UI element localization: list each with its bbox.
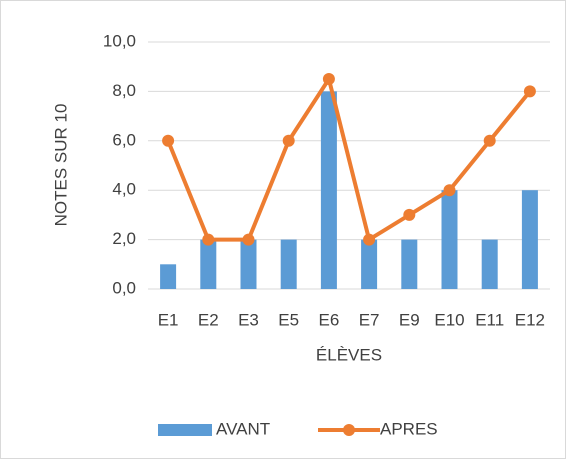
x-tick-label: E6 — [319, 310, 340, 329]
y-tick-label: 4,0 — [112, 180, 136, 199]
x-tick-label: E3 — [238, 310, 259, 329]
bar — [200, 239, 217, 289]
x-tick-label: E11 — [475, 310, 504, 329]
line-marker — [162, 134, 175, 147]
line-marker — [483, 134, 496, 147]
bar — [160, 264, 177, 289]
line-marker — [202, 233, 215, 246]
bar — [441, 190, 458, 289]
line-marker — [403, 208, 416, 221]
x-tick-label: E5 — [278, 310, 299, 329]
legend-label: APRES — [380, 419, 438, 438]
bar — [320, 91, 337, 290]
bar — [481, 239, 498, 289]
x-tick-label: E1 — [158, 310, 179, 329]
y-tick-label: 8,0 — [112, 81, 136, 100]
bar — [240, 239, 257, 289]
line-marker — [523, 85, 536, 98]
bar — [280, 239, 297, 289]
y-axis-title: NOTES SUR 10 — [51, 104, 70, 227]
x-tick-label: E12 — [515, 310, 545, 329]
bar — [361, 239, 378, 289]
y-tick-label: 2,0 — [112, 229, 136, 248]
x-tick-label: E10 — [434, 310, 464, 329]
x-tick-label: E7 — [359, 310, 380, 329]
x-axis-title: ÉLÈVES — [316, 345, 382, 364]
bar — [401, 239, 418, 289]
x-tick-label: E2 — [198, 310, 219, 329]
y-tick-label: 10,0 — [103, 31, 136, 50]
bar — [521, 190, 538, 289]
line-marker — [282, 134, 295, 147]
line-marker — [443, 184, 456, 197]
y-tick-label: 6,0 — [112, 130, 136, 149]
y-tick-label: 0,0 — [112, 278, 136, 297]
line — [166, 77, 532, 242]
legend-marker — [343, 424, 355, 436]
line-marker — [242, 233, 255, 246]
line-marker — [322, 73, 335, 86]
line-marker — [363, 233, 376, 246]
x-tick-label: E9 — [399, 310, 420, 329]
legend-label: AVANT — [216, 419, 270, 438]
legend-swatch — [158, 424, 212, 436]
